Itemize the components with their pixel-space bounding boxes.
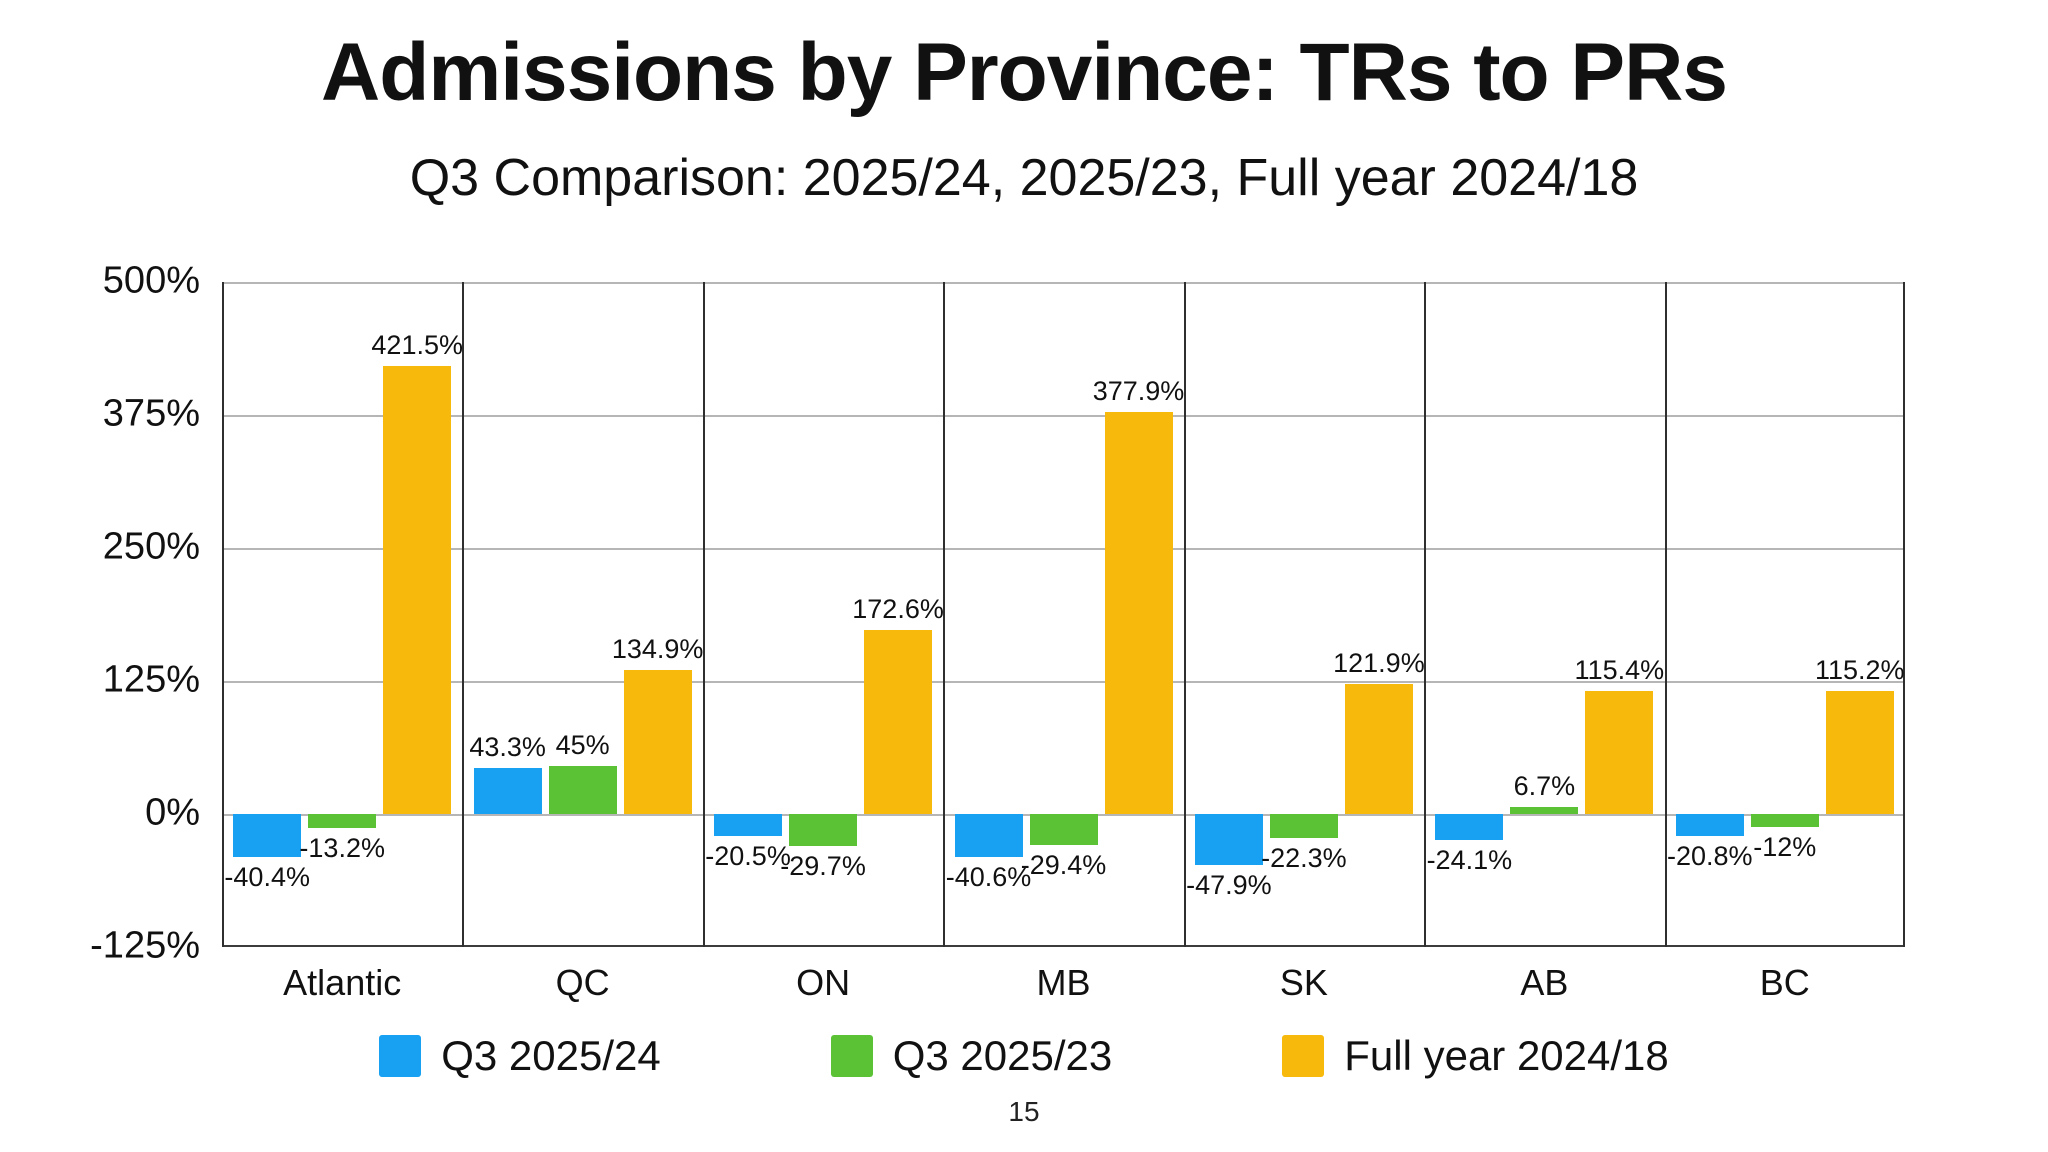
bar-value-label: -47.9% <box>1186 869 1272 900</box>
bar-value-label: 115.2% <box>1814 655 1905 686</box>
bar-atlantic-series1 <box>233 814 302 857</box>
bar-atlantic-series2 <box>308 814 377 829</box>
bar-value-label: -24.1% <box>1426 844 1513 875</box>
y-axis-labels: 500% 375% 250% 125% 0% -125% <box>0 260 200 967</box>
bar-value-label: -29.7% <box>780 850 866 881</box>
bar-value-label: -40.4% <box>224 861 310 892</box>
x-axis-label-bc: BC <box>1759 962 1810 1003</box>
plot-area: -40.4% -13.2% 421.5% 43.3% 45% 134.9% -20.5% -2… <box>222 282 1905 947</box>
gridline <box>222 548 1905 550</box>
gridline <box>222 415 1905 417</box>
bar-value-label: 6.7% <box>1513 770 1576 801</box>
group-separator-line <box>1665 282 1667 947</box>
x-axis-label-sk: SK <box>1279 962 1328 1003</box>
gridline <box>222 945 1905 947</box>
bar-mb-series1 <box>954 814 1023 858</box>
bar-bc-series3 <box>1825 691 1894 814</box>
bar-on-series3 <box>864 630 933 814</box>
group-separator-line <box>462 282 464 947</box>
bar-sk-series3 <box>1344 684 1413 814</box>
bar-value-label: 134.9% <box>611 634 704 665</box>
group-separator-line <box>943 282 945 947</box>
bar-value-label: 45% <box>555 730 610 761</box>
bar-qc-series3 <box>623 670 692 814</box>
bar-value-label: 377.9% <box>1092 375 1185 406</box>
legend-label: Q3 2025/23 <box>892 1032 1113 1079</box>
group-separator-line <box>1903 282 1905 947</box>
bar-value-label: -29.4% <box>1020 850 1107 881</box>
y-axis-tick-label: 375% <box>102 392 200 435</box>
bar-ab-series2 <box>1510 806 1579 814</box>
bar-value-label: -20.5% <box>705 840 791 871</box>
chart-subtitle: Q3 Comparison: 2025/24, 2025/23, Full ye… <box>409 149 1639 207</box>
legend-swatch-icon <box>1282 1035 1325 1077</box>
bar-on-series2 <box>789 814 858 846</box>
bar-atlantic-series3 <box>383 365 452 814</box>
x-axis-labels: Atlantic QC ON MB SK AB BC <box>222 962 1905 1006</box>
group-separator-line <box>703 282 705 947</box>
y-axis-tick-label: 0% <box>145 791 200 834</box>
bar-value-label: 115.4% <box>1574 655 1665 686</box>
bar-qc-series2 <box>548 766 617 814</box>
bar-value-label: -22.3% <box>1261 842 1347 873</box>
legend-swatch-icon <box>830 1035 873 1077</box>
legend-label: Full year 2024/18 <box>1344 1032 1669 1079</box>
chart-title: Admissions by Province: TRs to PRs <box>321 27 1728 118</box>
bar-value-label: 172.6% <box>852 594 944 625</box>
legend-item: Q3 2025/23 <box>830 1032 1113 1080</box>
bar-ab-series3 <box>1585 691 1654 814</box>
legend-swatch-icon <box>379 1035 422 1077</box>
bar-qc-series1 <box>473 767 542 814</box>
page-number: 15 <box>1008 1096 1040 1127</box>
bar-value-label: -20.8% <box>1667 841 1753 872</box>
bar-on-series1 <box>714 814 783 836</box>
bar-sk-series1 <box>1194 814 1263 865</box>
bar-value-label: -13.2% <box>299 833 385 864</box>
y-axis-tick-label: 250% <box>102 525 200 568</box>
gridline <box>222 681 1905 683</box>
bar-value-label: -12% <box>1753 831 1817 862</box>
bar-value-label: 421.5% <box>371 329 463 360</box>
group-separator-line <box>1184 282 1186 947</box>
legend-label: Q3 2025/24 <box>441 1032 661 1079</box>
x-axis-label-on: ON <box>796 962 851 1003</box>
legend-item: Q3 2025/24 <box>379 1032 661 1080</box>
bar-value-label: 121.9% <box>1333 648 1425 679</box>
bar-bc-series2 <box>1750 814 1819 827</box>
bar-mb-series3 <box>1104 411 1173 814</box>
bar-value-label: 43.3% <box>469 731 546 762</box>
bar-value-label: -40.6% <box>945 862 1032 893</box>
x-axis-label-atlantic: Atlantic <box>283 962 402 1003</box>
x-axis-label-qc: QC <box>555 962 610 1003</box>
y-axis-tick-label: 500% <box>102 259 200 302</box>
legend-item: Full year 2024/18 <box>1282 1032 1669 1080</box>
bar-ab-series1 <box>1435 814 1504 840</box>
bar-bc-series1 <box>1675 814 1744 837</box>
y-axis-tick-label: -125% <box>90 924 200 967</box>
x-axis-label-mb: MB <box>1036 962 1091 1003</box>
y-axis-tick-label: 125% <box>102 658 200 701</box>
bar-sk-series2 <box>1269 814 1338 838</box>
group-separator-line <box>222 282 224 947</box>
x-axis-label-ab: AB <box>1520 962 1569 1003</box>
bar-mb-series2 <box>1029 814 1098 846</box>
chart-legend: Q3 2025/24 Q3 2025/23 Full year 2024/18 <box>0 1032 2048 1080</box>
gridline <box>222 282 1905 284</box>
group-separator-line <box>1424 282 1426 947</box>
